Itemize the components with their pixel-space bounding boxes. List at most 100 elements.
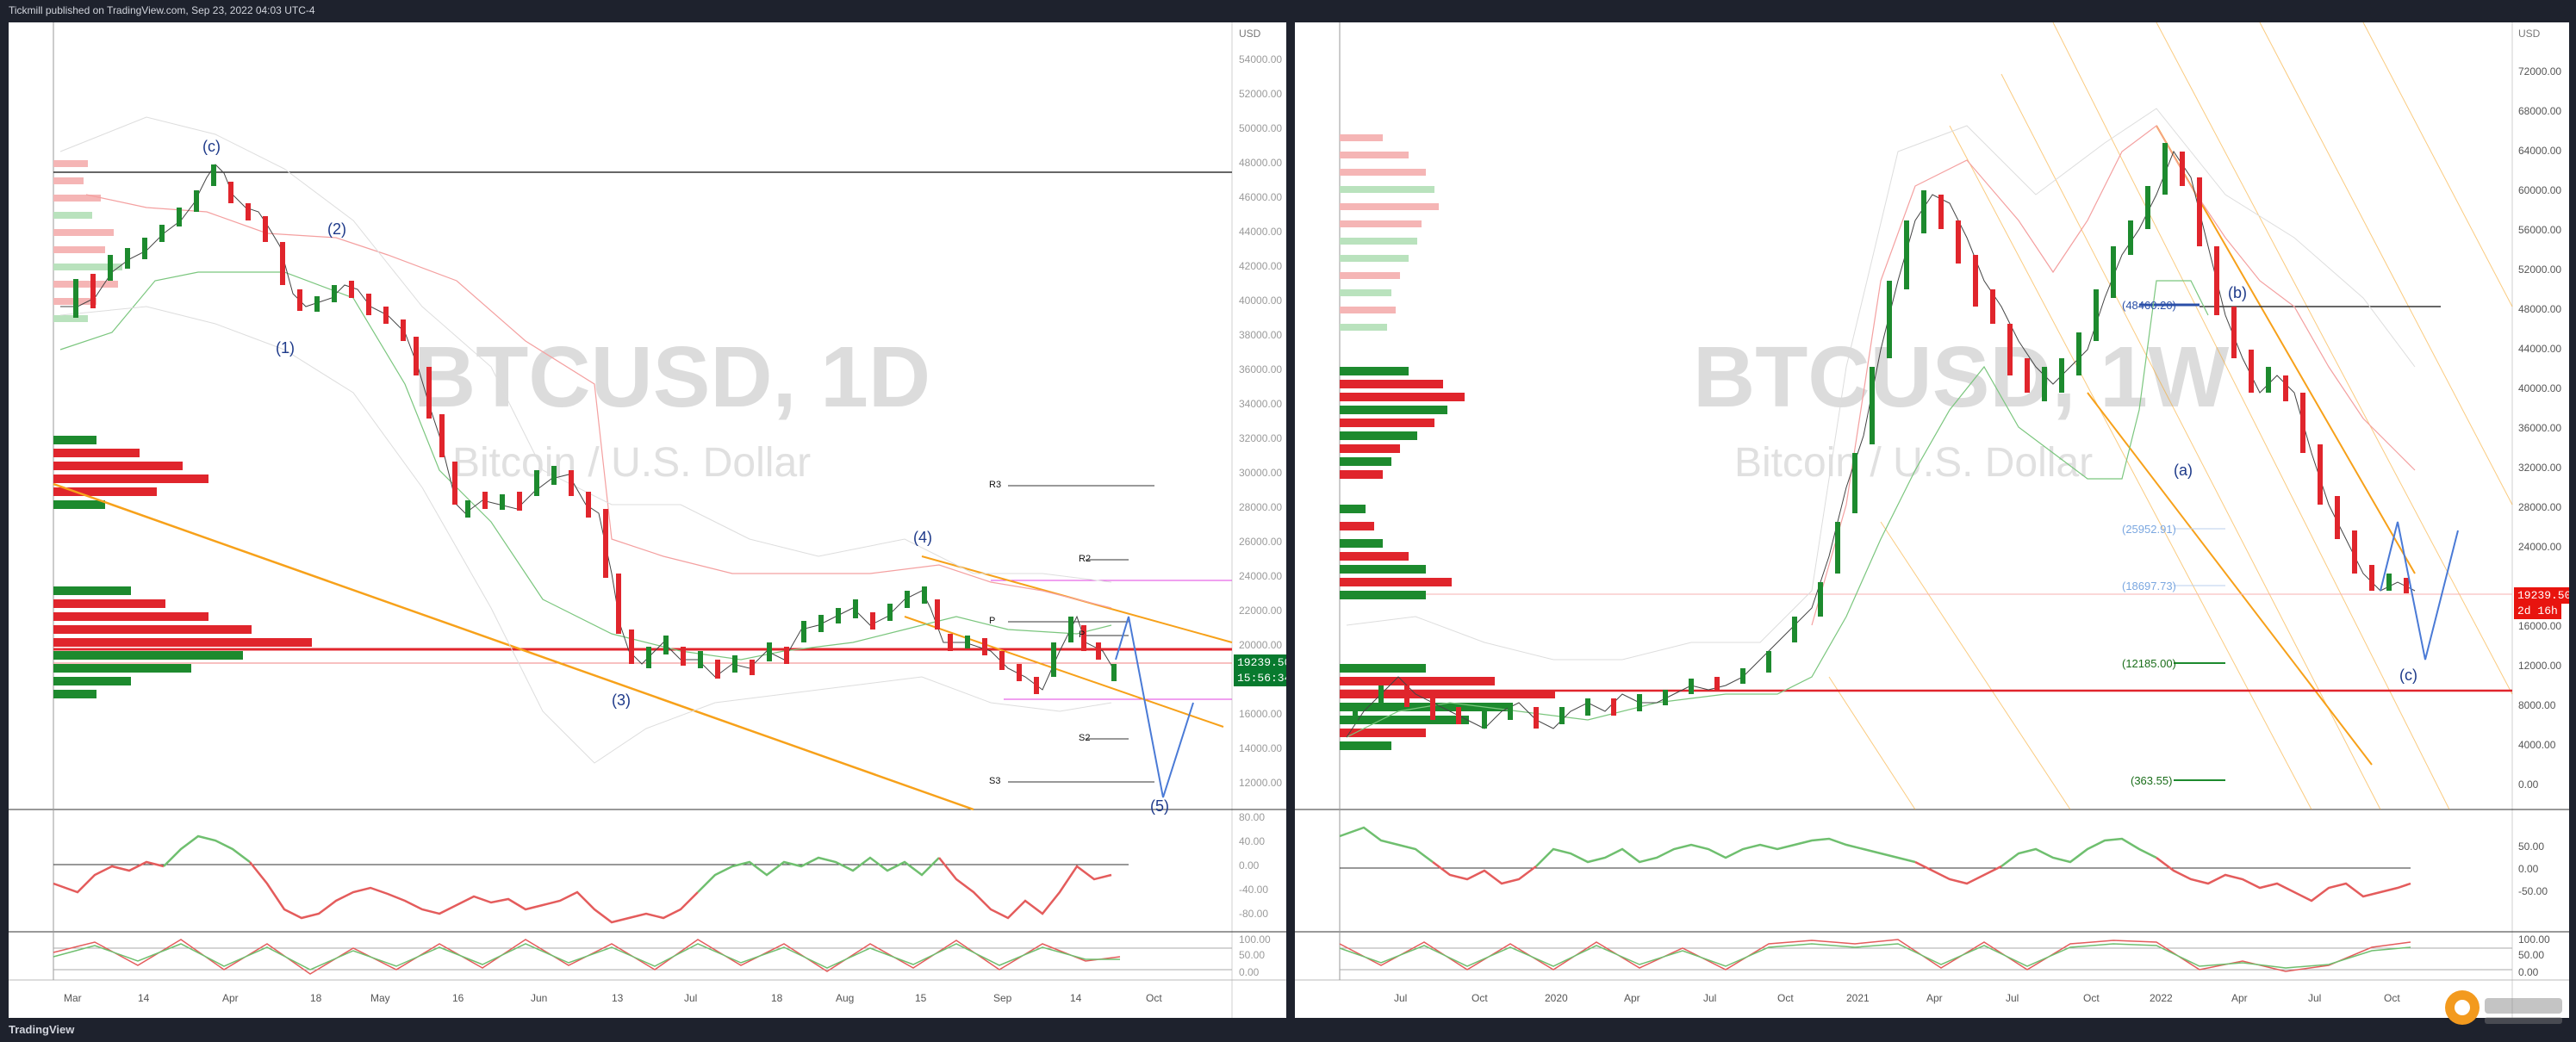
x-tick: Jul — [684, 992, 698, 1004]
x-tick: May — [370, 992, 390, 1004]
bottom-bar: TradingView — [0, 1018, 2576, 1042]
x-tick: Jul — [2006, 992, 2019, 1004]
pivot-p2: P — [1079, 630, 1086, 640]
pivot-s2: S2 — [1079, 733, 1091, 743]
watermark-symbol: BTCUSD, 1D — [414, 329, 931, 425]
fib-label-18697: (18697.73) — [2122, 580, 2176, 592]
countdown-badge: 2d 16h — [2514, 603, 2561, 619]
x-tick: Apr — [222, 992, 239, 1004]
x-tick: Jul — [1703, 992, 1717, 1004]
y-tick: 16000.00 — [2518, 620, 2562, 632]
x-tick: Oct — [2384, 992, 2400, 1004]
stoch-tick: 0.00 — [2518, 966, 2539, 978]
y-tick: 22000.00 — [1239, 605, 1283, 617]
y-tick: 44000.00 — [1239, 226, 1283, 238]
daily-candles — [60, 164, 1117, 694]
stoch-tick: 0.00 — [1239, 966, 1260, 978]
weekly-candles — [1346, 143, 2416, 738]
y-tick: 36000.00 — [2518, 422, 2562, 434]
y-tick: 38000.00 — [1239, 329, 1283, 341]
stoch-tick: 50.00 — [2518, 949, 2545, 961]
watermark-logo-icon — [2445, 990, 2562, 1025]
tradingview-logo[interactable]: TradingView — [9, 1023, 75, 1036]
last-price-badge: 19239.50 — [1234, 654, 1286, 671]
chart-panel-weekly[interactable]: BTCUSD, 1W Bitcoin / U.S. Dollar — [1295, 22, 2569, 1018]
y-tick: 36000.00 — [1239, 363, 1283, 375]
y-tick: 60000.00 — [2518, 184, 2562, 196]
volume-profile — [53, 160, 312, 698]
x-tick: 14 — [1070, 992, 1082, 1004]
fib-label-363: (363.55) — [2131, 774, 2173, 787]
daily-chart-svg — [9, 22, 1286, 1018]
x-tick: Jul — [2308, 992, 2322, 1004]
x-tick: Oct — [2083, 992, 2100, 1004]
x-tick: 2021 — [1846, 992, 1870, 1004]
wave-a-label: (a) — [2174, 462, 2193, 479]
x-tick: Mar — [64, 992, 82, 1004]
currency-label: USD — [2518, 28, 2541, 40]
y-tick: 54000.00 — [1239, 53, 1283, 65]
y-tick: 30000.00 — [1239, 467, 1283, 479]
wave-b-label: (b) — [2228, 284, 2247, 301]
y-tick: 32000.00 — [1239, 432, 1283, 444]
x-tick: 18 — [310, 992, 322, 1004]
y-tick: 68000.00 — [2518, 105, 2562, 117]
chart-panel-daily[interactable]: BTCUSD, 1D Bitcoin / U.S. Dollar — [9, 22, 1286, 1018]
stoch-tick: 100.00 — [2518, 933, 2550, 946]
osc-tick: -50.00 — [2518, 885, 2548, 897]
currency-label: USD — [1239, 28, 1261, 40]
y-tick: 32000.00 — [2518, 462, 2562, 474]
y-tick: 4000.00 — [2518, 739, 2556, 751]
x-tick: Oct — [1472, 992, 1488, 1004]
x-tick: 16 — [452, 992, 464, 1004]
y-tick: 48000.00 — [2518, 303, 2562, 315]
y-tick: 26000.00 — [1239, 536, 1283, 548]
wave-1-label: (1) — [276, 339, 295, 357]
osc-tick: 80.00 — [1239, 811, 1266, 823]
y-tick: 50000.00 — [1239, 122, 1283, 134]
x-tick: Sep — [993, 992, 1012, 1004]
y-tick: 12000.00 — [2518, 660, 2562, 672]
osc-tick: -40.00 — [1239, 884, 1269, 896]
x-tick: 13 — [612, 992, 624, 1004]
countdown-badge: 15:56:34 — [1234, 670, 1286, 686]
y-tick: 20000.00 — [1239, 639, 1283, 651]
x-tick: 2020 — [1545, 992, 1568, 1004]
x-tick: Apr — [1926, 992, 1943, 1004]
x-tick: Jun — [531, 992, 548, 1004]
wave-2-label: (2) — [327, 220, 346, 238]
x-tick: Jul — [1394, 992, 1408, 1004]
x-tick: 18 — [771, 992, 783, 1004]
wave-5-label: (5) — [1150, 797, 1169, 815]
y-tick: 24000.00 — [2518, 541, 2562, 553]
x-tick: 15 — [915, 992, 927, 1004]
weekly-chart-svg — [1295, 22, 2569, 1018]
fib-label-12185: (12185.00) — [2122, 657, 2176, 670]
last-price-badge: 19239.50 — [2514, 587, 2569, 604]
wave-c-label: (c) — [202, 138, 221, 155]
fib-label-48460: (48460.20) — [2122, 299, 2176, 312]
osc-tick: 50.00 — [2518, 840, 2545, 853]
y-tick: 12000.00 — [1239, 777, 1283, 789]
y-tick: 16000.00 — [1239, 708, 1283, 720]
pivot-r3: R3 — [989, 480, 1002, 490]
y-tick: 28000.00 — [1239, 501, 1283, 513]
pivot-p1: P — [989, 616, 996, 626]
watermark-name: Bitcoin / U.S. Dollar — [1734, 440, 2094, 486]
stoch-tick: 50.00 — [1239, 949, 1266, 961]
y-tick: 34000.00 — [1239, 398, 1283, 410]
osc-tick: -80.00 — [1239, 908, 1269, 920]
x-tick: Oct — [1146, 992, 1162, 1004]
x-tick: Aug — [836, 992, 855, 1004]
x-tick: Apr — [2231, 992, 2248, 1004]
top-bar: Tickmill published on TradingView.com, S… — [0, 0, 2576, 22]
fib-label-25952: (25952.91) — [2122, 523, 2176, 536]
stoch-tick: 100.00 — [1239, 933, 1271, 946]
y-tick: 40000.00 — [1239, 295, 1283, 307]
osc-tick: 40.00 — [1239, 835, 1266, 847]
wave-4-label: (4) — [913, 529, 932, 546]
watermark-name: Bitcoin / U.S. Dollar — [452, 440, 812, 486]
y-tick: 44000.00 — [2518, 343, 2562, 355]
y-tick: 48000.00 — [1239, 157, 1283, 169]
y-tick: 56000.00 — [2518, 224, 2562, 236]
